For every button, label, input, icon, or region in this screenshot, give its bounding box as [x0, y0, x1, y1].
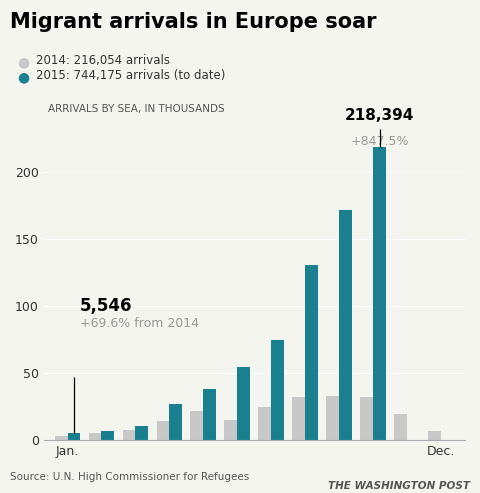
Text: 2014: 216,054 arrivals: 2014: 216,054 arrivals	[36, 54, 170, 67]
Bar	[292, 397, 305, 440]
Text: 5,546: 5,546	[80, 297, 132, 316]
Bar	[204, 389, 216, 440]
Bar	[55, 436, 68, 440]
Bar	[156, 421, 169, 440]
Bar	[360, 397, 373, 440]
Bar	[271, 340, 284, 440]
Text: THE WASHINGTON POST: THE WASHINGTON POST	[328, 481, 470, 491]
Bar	[122, 430, 135, 440]
Text: ARRIVALS BY SEA, IN THOUSANDS: ARRIVALS BY SEA, IN THOUSANDS	[48, 105, 225, 114]
Text: Source: U.N. High Commissioner for Refugees: Source: U.N. High Commissioner for Refug…	[10, 472, 249, 482]
Text: ●: ●	[17, 70, 29, 84]
Bar	[305, 265, 318, 440]
Bar	[89, 433, 101, 440]
Bar	[339, 210, 352, 440]
Bar	[68, 433, 81, 440]
Text: +847.5%: +847.5%	[350, 135, 409, 147]
Bar	[225, 421, 238, 440]
Bar	[238, 367, 250, 440]
Bar	[169, 404, 182, 440]
Bar	[326, 396, 339, 440]
Text: 218,394: 218,394	[345, 107, 414, 122]
Text: Migrant arrivals in Europe soar: Migrant arrivals in Europe soar	[10, 12, 376, 33]
Bar	[428, 431, 441, 440]
Bar	[135, 426, 148, 440]
Text: +69.6% from 2014: +69.6% from 2014	[80, 317, 199, 330]
Bar	[258, 407, 271, 440]
Bar	[101, 431, 114, 440]
Text: 2015: 744,175 arrivals (to date): 2015: 744,175 arrivals (to date)	[36, 69, 226, 82]
Bar	[191, 411, 204, 440]
Text: ●: ●	[17, 55, 29, 69]
Bar	[395, 414, 407, 440]
Bar	[373, 147, 386, 440]
